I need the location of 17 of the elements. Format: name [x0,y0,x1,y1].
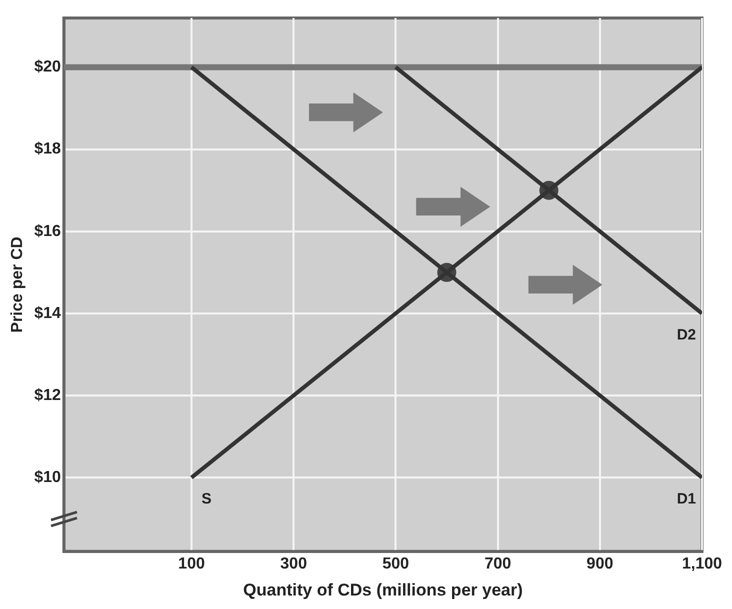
y-tick-label: $16 [34,222,61,240]
y-tick-label: $14 [34,304,61,322]
y-tick-label: $12 [34,386,61,404]
y-tick-label: $10 [34,468,61,486]
x-tick-label: 700 [484,555,512,572]
x-tick-label: 500 [382,555,410,572]
y-tick-label: $20 [34,58,61,76]
x-tick-label: 100 [178,555,205,572]
x-tick-label: 900 [586,555,614,572]
x-axis-title: Quantity of CDs (millions per year) [243,580,523,600]
y-tick-label: $18 [34,140,61,158]
x-tick-label: 300 [280,555,308,572]
series-label: D2 [676,326,696,344]
series-label: D1 [676,490,696,508]
series-label: S [202,490,212,508]
x-tick-label: 1,100 [682,555,722,572]
y-axis-title: Price per CD [9,236,26,333]
